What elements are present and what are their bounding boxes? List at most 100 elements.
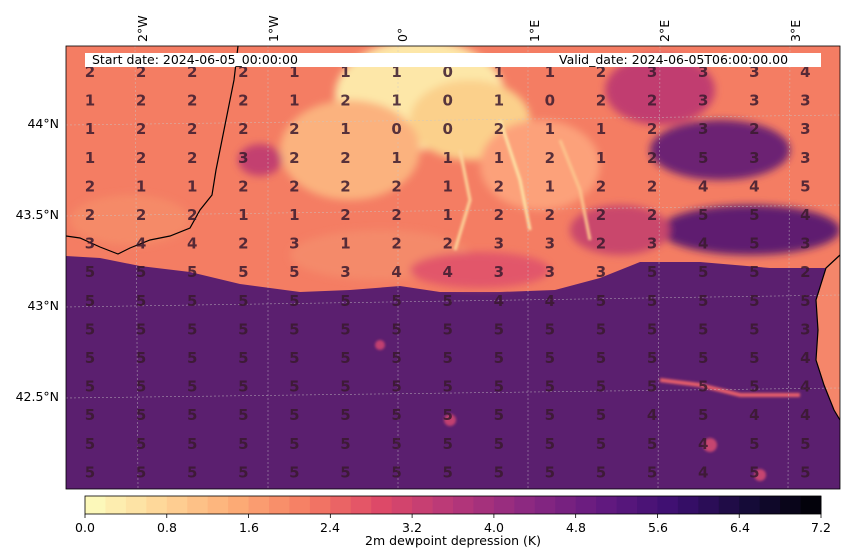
grid-value: 5 xyxy=(596,320,606,338)
lat-label-44: 44°N xyxy=(27,116,59,131)
grid-value: 5 xyxy=(85,320,95,338)
grid-value: 2 xyxy=(136,63,146,81)
grid-value: 5 xyxy=(698,292,708,310)
grid-value: 5 xyxy=(85,263,95,281)
cb-tick-2: 1.6 xyxy=(239,520,259,535)
grid-value: 1 xyxy=(545,63,555,81)
colorbar-segment xyxy=(309,496,331,514)
grid-value: 5 xyxy=(85,406,95,424)
grid-value: 2 xyxy=(545,206,555,224)
grid-value: 1 xyxy=(442,177,452,195)
colorbar-segment xyxy=(207,496,229,514)
grid-value: 1 xyxy=(340,63,350,81)
grid-value: 1 xyxy=(391,92,401,110)
grid-value: 0 xyxy=(391,120,401,138)
grid-value: 5 xyxy=(136,378,146,396)
grid-value: 5 xyxy=(545,320,555,338)
grid-value: 4 xyxy=(494,292,504,310)
grid-value: 0 xyxy=(442,92,452,110)
grid-value: 1 xyxy=(442,149,452,167)
grid-value: 5 xyxy=(442,463,452,481)
grid-value: 2 xyxy=(289,149,299,167)
grid-value: 2 xyxy=(187,92,197,110)
grid-value: 4 xyxy=(749,406,759,424)
grid-value: 5 xyxy=(391,406,401,424)
grid-value: 5 xyxy=(494,349,504,367)
grid-value: 4 xyxy=(698,435,708,453)
colorbar-segment xyxy=(228,496,249,514)
grid-value: 5 xyxy=(545,406,555,424)
grid-value: 1 xyxy=(545,177,555,195)
grid-value: 3 xyxy=(494,263,504,281)
grid-value: 3 xyxy=(800,92,810,110)
grid-value: 2 xyxy=(494,120,504,138)
grid-value: 4 xyxy=(800,206,810,224)
colorbar-segment xyxy=(453,496,474,514)
grid-value: 5 xyxy=(187,292,197,310)
grid-value: 5 xyxy=(749,320,759,338)
grid-value: 5 xyxy=(749,435,759,453)
grid-value: 5 xyxy=(596,292,606,310)
grid-value: 0 xyxy=(442,63,452,81)
grid-value: 5 xyxy=(596,463,606,481)
grid-value: 5 xyxy=(85,378,95,396)
grid-value: 2 xyxy=(85,177,95,195)
grid-value: 2 xyxy=(136,206,146,224)
grid-value: 1 xyxy=(391,149,401,167)
grid-value: 5 xyxy=(749,463,759,481)
grid-value: 3 xyxy=(800,120,810,138)
grid-value: 2 xyxy=(494,206,504,224)
grid-value: 4 xyxy=(698,235,708,253)
grid-value: 5 xyxy=(545,349,555,367)
lon-label-2w: 2°W xyxy=(135,15,150,42)
grid-value: 4 xyxy=(749,177,759,195)
grid-value: 5 xyxy=(289,349,299,367)
grid-value: 1 xyxy=(494,63,504,81)
colorbar-label: 2m dewpoint depression (K) xyxy=(365,533,541,548)
grid-value: 2 xyxy=(596,235,606,253)
cb-tick-1: 0.8 xyxy=(157,520,177,535)
grid-value: 5 xyxy=(494,320,504,338)
grid-value: 3 xyxy=(494,235,504,253)
grid-value: 4 xyxy=(800,378,810,396)
grid-value: 5 xyxy=(391,320,401,338)
colorbar-segment xyxy=(166,496,188,514)
colorbar-segment xyxy=(350,496,372,514)
colorbar-segment xyxy=(391,496,413,514)
grid-value: 0 xyxy=(442,120,452,138)
cb-tick-6: 4.8 xyxy=(566,520,586,535)
grid-value: 1 xyxy=(136,177,146,195)
grid-value: 3 xyxy=(698,63,708,81)
grid-value: 5 xyxy=(238,378,248,396)
grid-value: 1 xyxy=(391,63,401,81)
grid-value: 5 xyxy=(289,463,299,481)
grid-value: 4 xyxy=(187,235,197,253)
grid-value: 5 xyxy=(698,263,708,281)
grid-value: 4 xyxy=(800,63,810,81)
grid-value: 5 xyxy=(289,435,299,453)
grid-value: 2 xyxy=(647,149,657,167)
grid-value: 1 xyxy=(545,120,555,138)
grid-value: 2 xyxy=(391,177,401,195)
grid-value: 2 xyxy=(596,177,606,195)
grid-value: 2 xyxy=(187,206,197,224)
grid-value: 4 xyxy=(698,463,708,481)
cb-tick-3: 2.4 xyxy=(320,520,340,535)
grid-value: 2 xyxy=(136,120,146,138)
grid-value: 3 xyxy=(698,92,708,110)
grid-value: 5 xyxy=(749,349,759,367)
grid-value: 5 xyxy=(238,292,248,310)
start-date: Start date: 2024-06-05_00:00:00 xyxy=(92,52,298,67)
grid-value: 5 xyxy=(698,149,708,167)
grid-value: 5 xyxy=(85,292,95,310)
grid-value: 1 xyxy=(85,92,95,110)
grid-value: 5 xyxy=(494,378,504,396)
grid-value: 5 xyxy=(289,263,299,281)
colorbar-segment xyxy=(412,496,433,514)
grid-value: 1 xyxy=(340,235,350,253)
grid-value: 5 xyxy=(187,320,197,338)
colorbar-segment xyxy=(248,496,270,514)
grid-value: 2 xyxy=(391,235,401,253)
grid-value: 5 xyxy=(647,349,657,367)
